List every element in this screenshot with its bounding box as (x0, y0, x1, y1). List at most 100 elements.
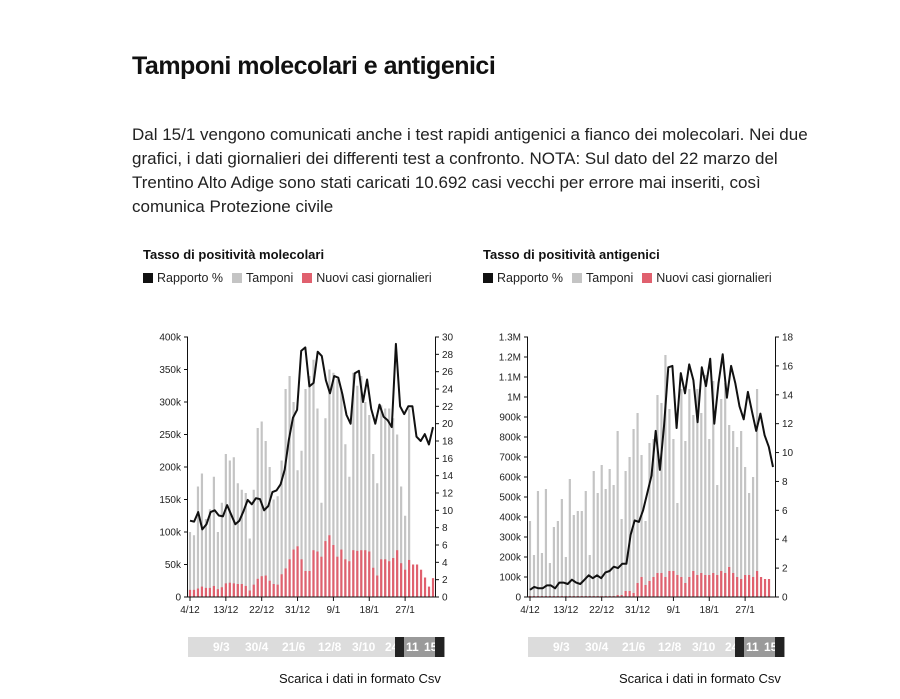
tamponi-bar (616, 431, 619, 597)
tamponi-bar (740, 431, 743, 597)
x-tick-label: 4/12 (180, 605, 200, 616)
slider-handle-end[interactable] (435, 637, 444, 657)
nuovi-casi-bar (244, 585, 247, 597)
tamponi-bar (704, 375, 707, 597)
slider-label: 30/4 (245, 640, 269, 654)
nuovi-casi-bar (380, 559, 383, 597)
slider-labels: 9/3 30/4 21/6 12/8 3/10 24 11 15 (528, 637, 785, 657)
x-tick-label: 27/1 (395, 605, 415, 616)
nuovi-casi-bar (732, 573, 735, 597)
legend-item-rapporto[interactable]: Rapporto % (483, 271, 563, 285)
tamponi-bar (336, 379, 339, 597)
y-tick-label-right: 4 (442, 558, 448, 569)
tamponi-bar (224, 454, 227, 597)
tamponi-bar (652, 439, 655, 597)
tamponi-bar (272, 499, 275, 597)
tamponi-bar (404, 515, 407, 597)
tamponi-bar (568, 479, 571, 597)
y-tick-label-left: 50k (165, 560, 182, 571)
nuovi-casi-bar (272, 584, 275, 597)
slider-label: 9/3 (213, 640, 230, 654)
tamponi-bar (580, 511, 583, 597)
y-tick-label-right: 10 (442, 506, 454, 517)
tamponi-bar (364, 402, 367, 597)
nuovi-casi-bar (308, 571, 311, 597)
x-tick-label: 9/1 (326, 605, 340, 616)
nuovi-casi-bar (680, 577, 683, 597)
nuovi-casi-bar (724, 573, 727, 597)
nuovi-casi-bar (668, 571, 671, 597)
slider-handle-end[interactable] (775, 637, 784, 657)
tamponi-bar (560, 499, 563, 597)
nuovi-casi-bar (751, 577, 755, 597)
y-tick-label-left: 900k (499, 413, 522, 424)
nuovi-casi-bar (204, 587, 208, 597)
page-title: Tamponi molecolari e antigenici (132, 52, 496, 80)
legend-item-nuovi-casi[interactable]: Nuovi casi giornalieri (642, 271, 772, 285)
y-tick-label-right: 0 (442, 593, 448, 604)
tamponi-bar (712, 381, 715, 597)
tamponi-bar (536, 491, 540, 597)
y-tick-label-right: 2 (782, 564, 788, 575)
y-tick-label-left: 800k (499, 433, 522, 444)
nuovi-casi-bar (748, 575, 751, 597)
y-tick-label-right: 6 (442, 541, 448, 552)
tamponi-bar (552, 527, 555, 597)
slider-label: 12/8 (318, 640, 342, 654)
tamponi-bar (392, 418, 395, 597)
nuovi-casi-bar (411, 564, 415, 597)
time-range-slider[interactable]: 9/3 30/4 21/6 12/8 3/10 24 11 15 (188, 637, 445, 657)
y-tick-label-left: 400k (159, 333, 182, 344)
tamponi-bar (604, 489, 607, 597)
tamponi-bar (548, 563, 552, 597)
legend-swatch-rapporto (483, 273, 493, 283)
y-tick-label-right: 0 (782, 593, 788, 604)
time-range-slider[interactable]: 9/3 30/4 21/6 12/8 3/10 24 11 15 (528, 637, 785, 657)
tamponi-bar (576, 511, 579, 597)
legend-item-tamponi[interactable]: Tamponi (572, 271, 633, 285)
nuovi-casi-bar (228, 582, 231, 597)
y-tick-label-left: 150k (159, 495, 182, 506)
tamponi-bar (596, 493, 599, 597)
nuovi-casi-bar (396, 550, 399, 597)
legend-item-tamponi[interactable]: Tamponi (232, 271, 293, 285)
nuovi-casi-bar (216, 589, 219, 597)
tamponi-bar (268, 467, 271, 597)
nuovi-casi-bar (332, 545, 335, 597)
legend-item-rapporto[interactable]: Rapporto % (143, 271, 223, 285)
y-tick-label-right: 8 (442, 523, 448, 534)
slider-label: 15 (424, 640, 438, 654)
slider-handle-start[interactable] (735, 637, 744, 657)
nuovi-casi-bar (304, 571, 307, 597)
tamponi-bar (640, 455, 643, 597)
y-tick-label-right: 28 (442, 350, 454, 361)
legend-label: Rapporto % (157, 271, 224, 285)
nuovi-casi-bar (740, 579, 743, 597)
nuovi-casi-bar (640, 577, 643, 597)
tamponi-bar (288, 376, 291, 597)
tamponi-bar (532, 555, 536, 597)
tamponi-bar (584, 491, 587, 597)
nuovi-casi-bar (423, 577, 427, 597)
tamponi-bar (716, 485, 719, 597)
y-tick-label-left: 1.2M (499, 353, 521, 364)
tamponi-bar (204, 519, 208, 597)
slider-handle-start[interactable] (395, 637, 404, 657)
tamponi-bar (620, 519, 623, 597)
nuovi-casi-bar (320, 556, 323, 597)
legend-item-nuovi-casi[interactable]: Nuovi casi giornalieri (302, 271, 432, 285)
chart-legend: Rapporto % Tamponi Nuovi casi giornalier… (143, 271, 441, 285)
nuovi-casi-bar (392, 558, 395, 597)
y-tick-label-left: 700k (499, 453, 522, 464)
download-csv-link[interactable]: Scarica i dati in formato Csv (279, 671, 441, 686)
nuovi-casi-bar (696, 575, 699, 597)
download-csv-link[interactable]: Scarica i dati in formato Csv (619, 671, 781, 686)
tamponi-bar (400, 486, 403, 597)
x-tick-label: 22/12 (589, 605, 614, 616)
tamponi-bar (660, 403, 663, 597)
nuovi-casi-bar (755, 571, 759, 597)
chart-panel-antigenici: Tasso di positività antigenici Rapporto … (480, 245, 820, 695)
slider-labels: 9/3 30/4 21/6 12/8 3/10 24 11 15 (188, 637, 445, 657)
nuovi-casi-bar (372, 567, 375, 597)
nuovi-casi-bar (344, 559, 347, 597)
